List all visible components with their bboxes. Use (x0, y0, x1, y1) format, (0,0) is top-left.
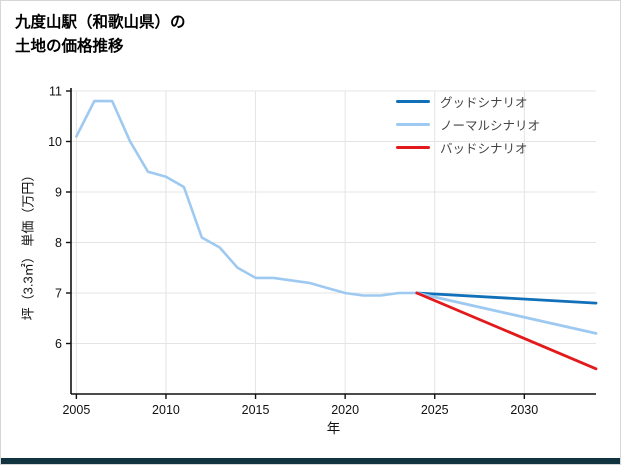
legend-line-swatch (396, 99, 430, 103)
y-axis-label: 坪（3.3㎡） 単価（万円） (20, 168, 36, 321)
legend-line-swatch (396, 122, 430, 126)
svg-text:10: 10 (48, 135, 62, 149)
svg-text:2015: 2015 (242, 403, 270, 417)
svg-text:11: 11 (49, 85, 62, 99)
chart-title-line2: 土地の価格推移 (15, 38, 124, 56)
chart-title-line1: 九度山駅（和歌山県）の (15, 14, 186, 31)
svg-text:2005: 2005 (62, 403, 90, 417)
x-axis-label: 年 (326, 421, 341, 436)
legend-label: グッドシナリオ (440, 95, 528, 110)
legend-item: ノーマルシナリオ (396, 116, 541, 133)
legend-item: グッドシナリオ (396, 93, 540, 110)
svg-text:6: 6 (55, 337, 62, 351)
legend: グッドシナリオ ノーマルシナリオ バッドシナリオ (396, 93, 541, 156)
legend-item: バッドシナリオ (396, 139, 540, 156)
svg-text:2030: 2030 (510, 403, 538, 417)
svg-text:2010: 2010 (152, 403, 180, 417)
legend-line-swatch (396, 145, 430, 149)
svg-text:7: 7 (55, 287, 62, 301)
chart-title: 九度山駅（和歌山県）の 土地の価格推移 (15, 11, 186, 59)
svg-text:8: 8 (55, 236, 62, 250)
svg-text:2025: 2025 (421, 403, 449, 417)
legend-label: バッドシナリオ (440, 141, 528, 156)
svg-text:9: 9 (55, 186, 62, 200)
legend-label: ノーマルシナリオ (440, 118, 541, 133)
svg-text:2020: 2020 (331, 403, 359, 417)
footer-bar (1, 458, 620, 464)
